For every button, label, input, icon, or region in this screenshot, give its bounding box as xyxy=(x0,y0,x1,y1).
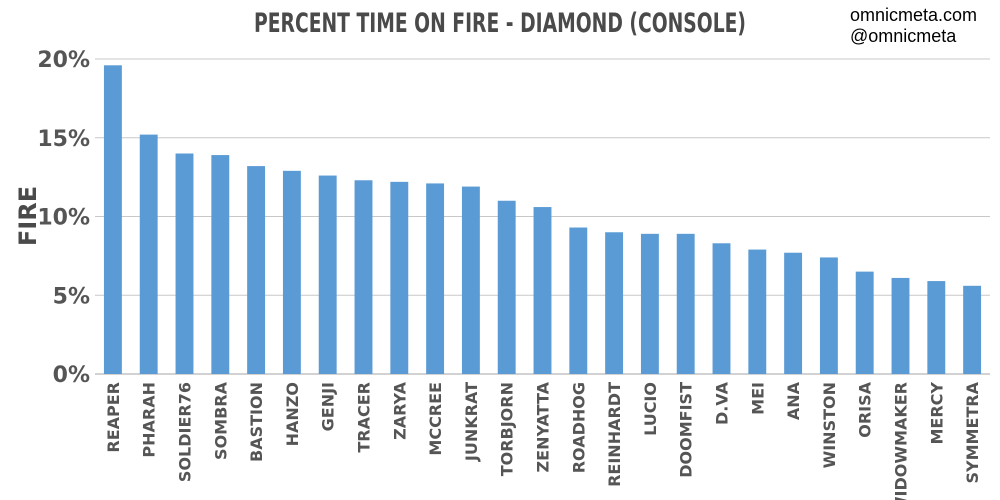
x-tick-label: PHARAH xyxy=(140,382,159,458)
y-tick-label: 10% xyxy=(37,206,90,231)
bar-doomfist xyxy=(676,233,695,374)
x-tick-label: ORISA xyxy=(856,381,875,437)
bar-sombra xyxy=(211,155,230,374)
x-tick-label: JUNKRAT xyxy=(462,382,481,462)
bar-mei xyxy=(748,249,767,374)
bar-torbjorn xyxy=(497,200,516,374)
x-tick-label: SOLDIER76 xyxy=(176,382,195,482)
chart-title: PERCENT TIME ON FIRE - DIAMOND (CONSOLE) xyxy=(254,8,746,39)
x-tick-label: REINHARDT xyxy=(605,382,624,487)
watermark-site: omnicmeta.com xyxy=(850,5,977,25)
x-tick-label: WINSTON xyxy=(820,382,839,468)
bar-mercy xyxy=(927,281,946,374)
bar-d-va xyxy=(712,243,731,374)
x-tick-label: HANZO xyxy=(283,382,302,446)
x-tick-label: BASTION xyxy=(247,382,266,462)
bar-widowmaker xyxy=(891,277,910,374)
x-tick-label: ZENYATTA xyxy=(534,381,553,472)
x-tick-label: MCCREE xyxy=(426,382,445,456)
x-tick-label: GENJI xyxy=(319,382,338,431)
bar-hanzo xyxy=(282,170,301,374)
x-tick-label: SYMMETRA xyxy=(963,381,982,483)
y-tick-labels: 0% 5% 10% 15% 20% xyxy=(37,48,90,388)
y-axis-label: FIRE xyxy=(14,186,42,246)
x-tick-label: D.VA xyxy=(713,381,732,425)
x-tick-labels: REAPER PHARAH SOLDIER76 SOMBRA BASTION HANZO G… xyxy=(104,381,982,500)
x-tick-label: ROADHOG xyxy=(569,382,588,473)
bar-symmetra xyxy=(963,285,982,374)
bar-reaper xyxy=(103,65,122,375)
bar-genji xyxy=(318,175,337,374)
bar-winston xyxy=(819,257,838,374)
bar-zenyatta xyxy=(533,207,552,374)
x-tick-label: REAPER xyxy=(104,382,123,453)
x-tick-label: SOMBRA xyxy=(211,381,230,460)
bar-tracer xyxy=(354,180,373,374)
x-tick-label: WIDOWMAKER xyxy=(892,382,911,500)
x-tick-label: LUCIO xyxy=(641,382,660,436)
x-tick-label: MERCY xyxy=(927,382,946,445)
x-tick-label: MEI xyxy=(748,382,767,415)
bar-orisa xyxy=(855,271,874,374)
bar-junkrat xyxy=(461,186,480,374)
bar-bastion xyxy=(247,166,266,374)
bars xyxy=(103,65,982,375)
bar-zarya xyxy=(390,181,409,374)
watermark-handle: @omnicmeta xyxy=(850,26,957,46)
x-tick-label: ZARYA xyxy=(390,381,409,439)
y-tick-label: 15% xyxy=(37,127,90,152)
y-tick-label: 20% xyxy=(37,48,90,73)
bar-pharah xyxy=(139,134,158,374)
x-tick-label: DOOMFIST xyxy=(677,382,696,478)
y-tick-label: 0% xyxy=(53,363,90,388)
bar-lucio xyxy=(640,233,659,374)
x-tick-label: TORBJORN xyxy=(498,382,517,476)
bar-soldier76 xyxy=(175,153,194,374)
bar-reinhardt xyxy=(605,232,624,374)
bar-ana xyxy=(784,252,803,374)
bar-roadhog xyxy=(569,227,588,374)
x-tick-label: TRACER xyxy=(355,382,374,453)
bar-mccree xyxy=(426,183,445,374)
x-tick-label: ANA xyxy=(784,381,803,420)
y-tick-label: 5% xyxy=(53,284,90,309)
